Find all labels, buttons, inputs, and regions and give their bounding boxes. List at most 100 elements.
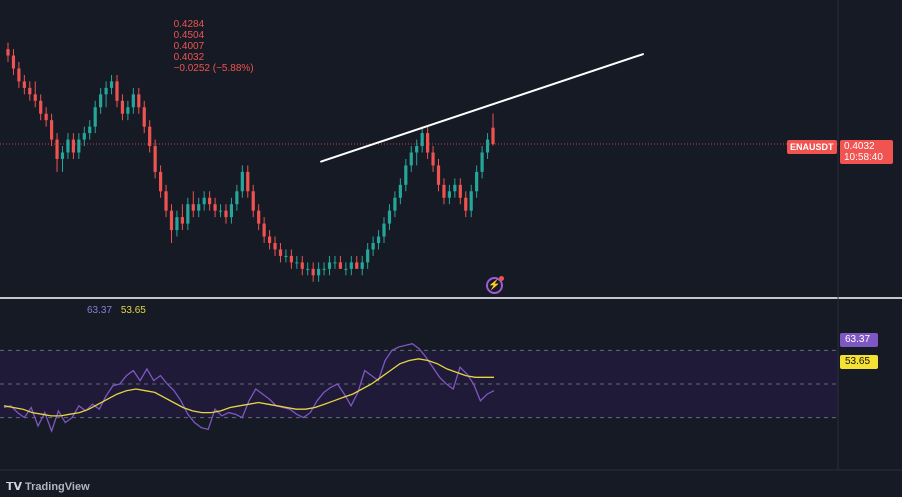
candle-body bbox=[262, 223, 266, 237]
candle-body bbox=[306, 268, 310, 270]
candle-body bbox=[197, 204, 201, 211]
rsi-pane[interactable] bbox=[0, 342, 838, 433]
candle-body bbox=[109, 81, 114, 88]
candle-body bbox=[420, 133, 424, 147]
candle-body bbox=[208, 197, 212, 205]
candle-body bbox=[169, 210, 174, 231]
candle-body bbox=[382, 223, 386, 237]
lightning-alert-icon[interactable]: ⚡ bbox=[486, 276, 504, 294]
candle-body bbox=[415, 146, 419, 153]
rsi-ma-line bbox=[3, 358, 494, 417]
candle-body bbox=[202, 197, 206, 205]
candle-body bbox=[22, 81, 26, 88]
candle-body bbox=[393, 197, 397, 211]
trendline bbox=[320, 53, 644, 163]
candle-body bbox=[6, 49, 10, 56]
candle-body bbox=[224, 210, 228, 218]
candle-body bbox=[66, 139, 70, 153]
candle-body bbox=[447, 191, 452, 198]
candle-body bbox=[284, 255, 288, 257]
candle-body bbox=[33, 94, 37, 101]
candle-body bbox=[11, 55, 16, 69]
candle-body bbox=[464, 197, 468, 211]
candle-body bbox=[17, 68, 21, 82]
candle-body bbox=[360, 262, 364, 269]
candle-body bbox=[311, 268, 315, 276]
candle-body bbox=[218, 210, 223, 212]
price-pane[interactable] bbox=[0, 42, 838, 282]
candle-body bbox=[376, 236, 381, 243]
rsi-ma-legend-value: 53.65 bbox=[120, 305, 146, 316]
brand-name: TradingView bbox=[25, 481, 90, 493]
candle-body bbox=[115, 81, 119, 101]
candle-body bbox=[257, 210, 261, 224]
candle-body bbox=[322, 268, 326, 270]
bar-countdown: 10:58:40 bbox=[844, 152, 883, 163]
candle-body bbox=[44, 113, 48, 121]
candle-body bbox=[366, 249, 370, 263]
candle-body bbox=[153, 146, 157, 172]
candle-body bbox=[409, 152, 413, 166]
candle-body bbox=[338, 262, 343, 269]
candle-body bbox=[71, 139, 75, 153]
candle-body bbox=[267, 236, 272, 243]
candle-body bbox=[295, 262, 299, 264]
candle-body bbox=[436, 165, 441, 185]
last-price-tag: 0.4032 10:58:40 bbox=[840, 140, 893, 164]
candle-body bbox=[426, 133, 430, 153]
tradingview-brand[interactable]: 𝗧𝗩 TradingView bbox=[6, 480, 90, 493]
tradingview-logo-icon: 𝗧𝗩 bbox=[6, 481, 23, 493]
candle-body bbox=[131, 94, 135, 108]
candle-body bbox=[344, 268, 348, 270]
candle-body bbox=[158, 171, 163, 192]
candle-body bbox=[93, 107, 97, 127]
candle-body bbox=[431, 152, 435, 166]
candle-body bbox=[317, 268, 321, 276]
candle-body bbox=[491, 127, 495, 144]
candle-body bbox=[55, 139, 59, 159]
candle-body bbox=[229, 204, 234, 218]
candle-body bbox=[28, 87, 32, 95]
candle-body bbox=[475, 171, 479, 192]
candle-body bbox=[88, 126, 92, 134]
ohlc-change: −0.0252 (−5.88%) bbox=[173, 63, 254, 74]
candle-body bbox=[148, 126, 152, 147]
candle-body bbox=[251, 191, 255, 211]
candle-body bbox=[273, 242, 277, 250]
candle-body bbox=[240, 171, 244, 192]
candle-body bbox=[333, 262, 337, 264]
candle-body bbox=[404, 165, 408, 185]
ohlc-legend: 0.4284 0.4504 0.4007 0.4032 −0.0252 (−5.… bbox=[168, 8, 263, 74]
candle-body bbox=[278, 249, 283, 256]
candle-body bbox=[82, 133, 86, 140]
candle-body bbox=[289, 255, 293, 263]
candle-body bbox=[458, 184, 462, 198]
ohlc-high: 0.4504 bbox=[173, 30, 205, 41]
candle-body bbox=[453, 184, 457, 192]
candle-body bbox=[186, 204, 190, 224]
candle-body bbox=[235, 191, 239, 205]
candle-body bbox=[387, 210, 392, 224]
candle-body bbox=[485, 139, 490, 153]
ohlc-close: 0.4032 bbox=[173, 52, 205, 63]
candle-body bbox=[126, 107, 130, 114]
candle-body bbox=[398, 184, 402, 198]
last-price: 0.4032 bbox=[844, 141, 875, 152]
candle-body bbox=[191, 204, 195, 211]
candle-body bbox=[180, 217, 184, 224]
symbol-price-label: ENAUSDT bbox=[787, 140, 837, 154]
ohlc-low: 0.4007 bbox=[173, 41, 205, 52]
candle-body bbox=[480, 152, 484, 172]
candle-body bbox=[142, 107, 146, 127]
rsi-value-tag: 63.37 bbox=[840, 333, 878, 347]
candle-body bbox=[137, 94, 141, 108]
ohlc-open: 0.4284 bbox=[173, 19, 205, 30]
candle-body bbox=[442, 184, 446, 198]
rsi-ma-value-tag: 53.65 bbox=[840, 355, 878, 369]
candle-body bbox=[327, 262, 332, 269]
candle-body bbox=[99, 94, 103, 108]
candle-body bbox=[175, 217, 179, 231]
candle-body bbox=[371, 242, 375, 250]
